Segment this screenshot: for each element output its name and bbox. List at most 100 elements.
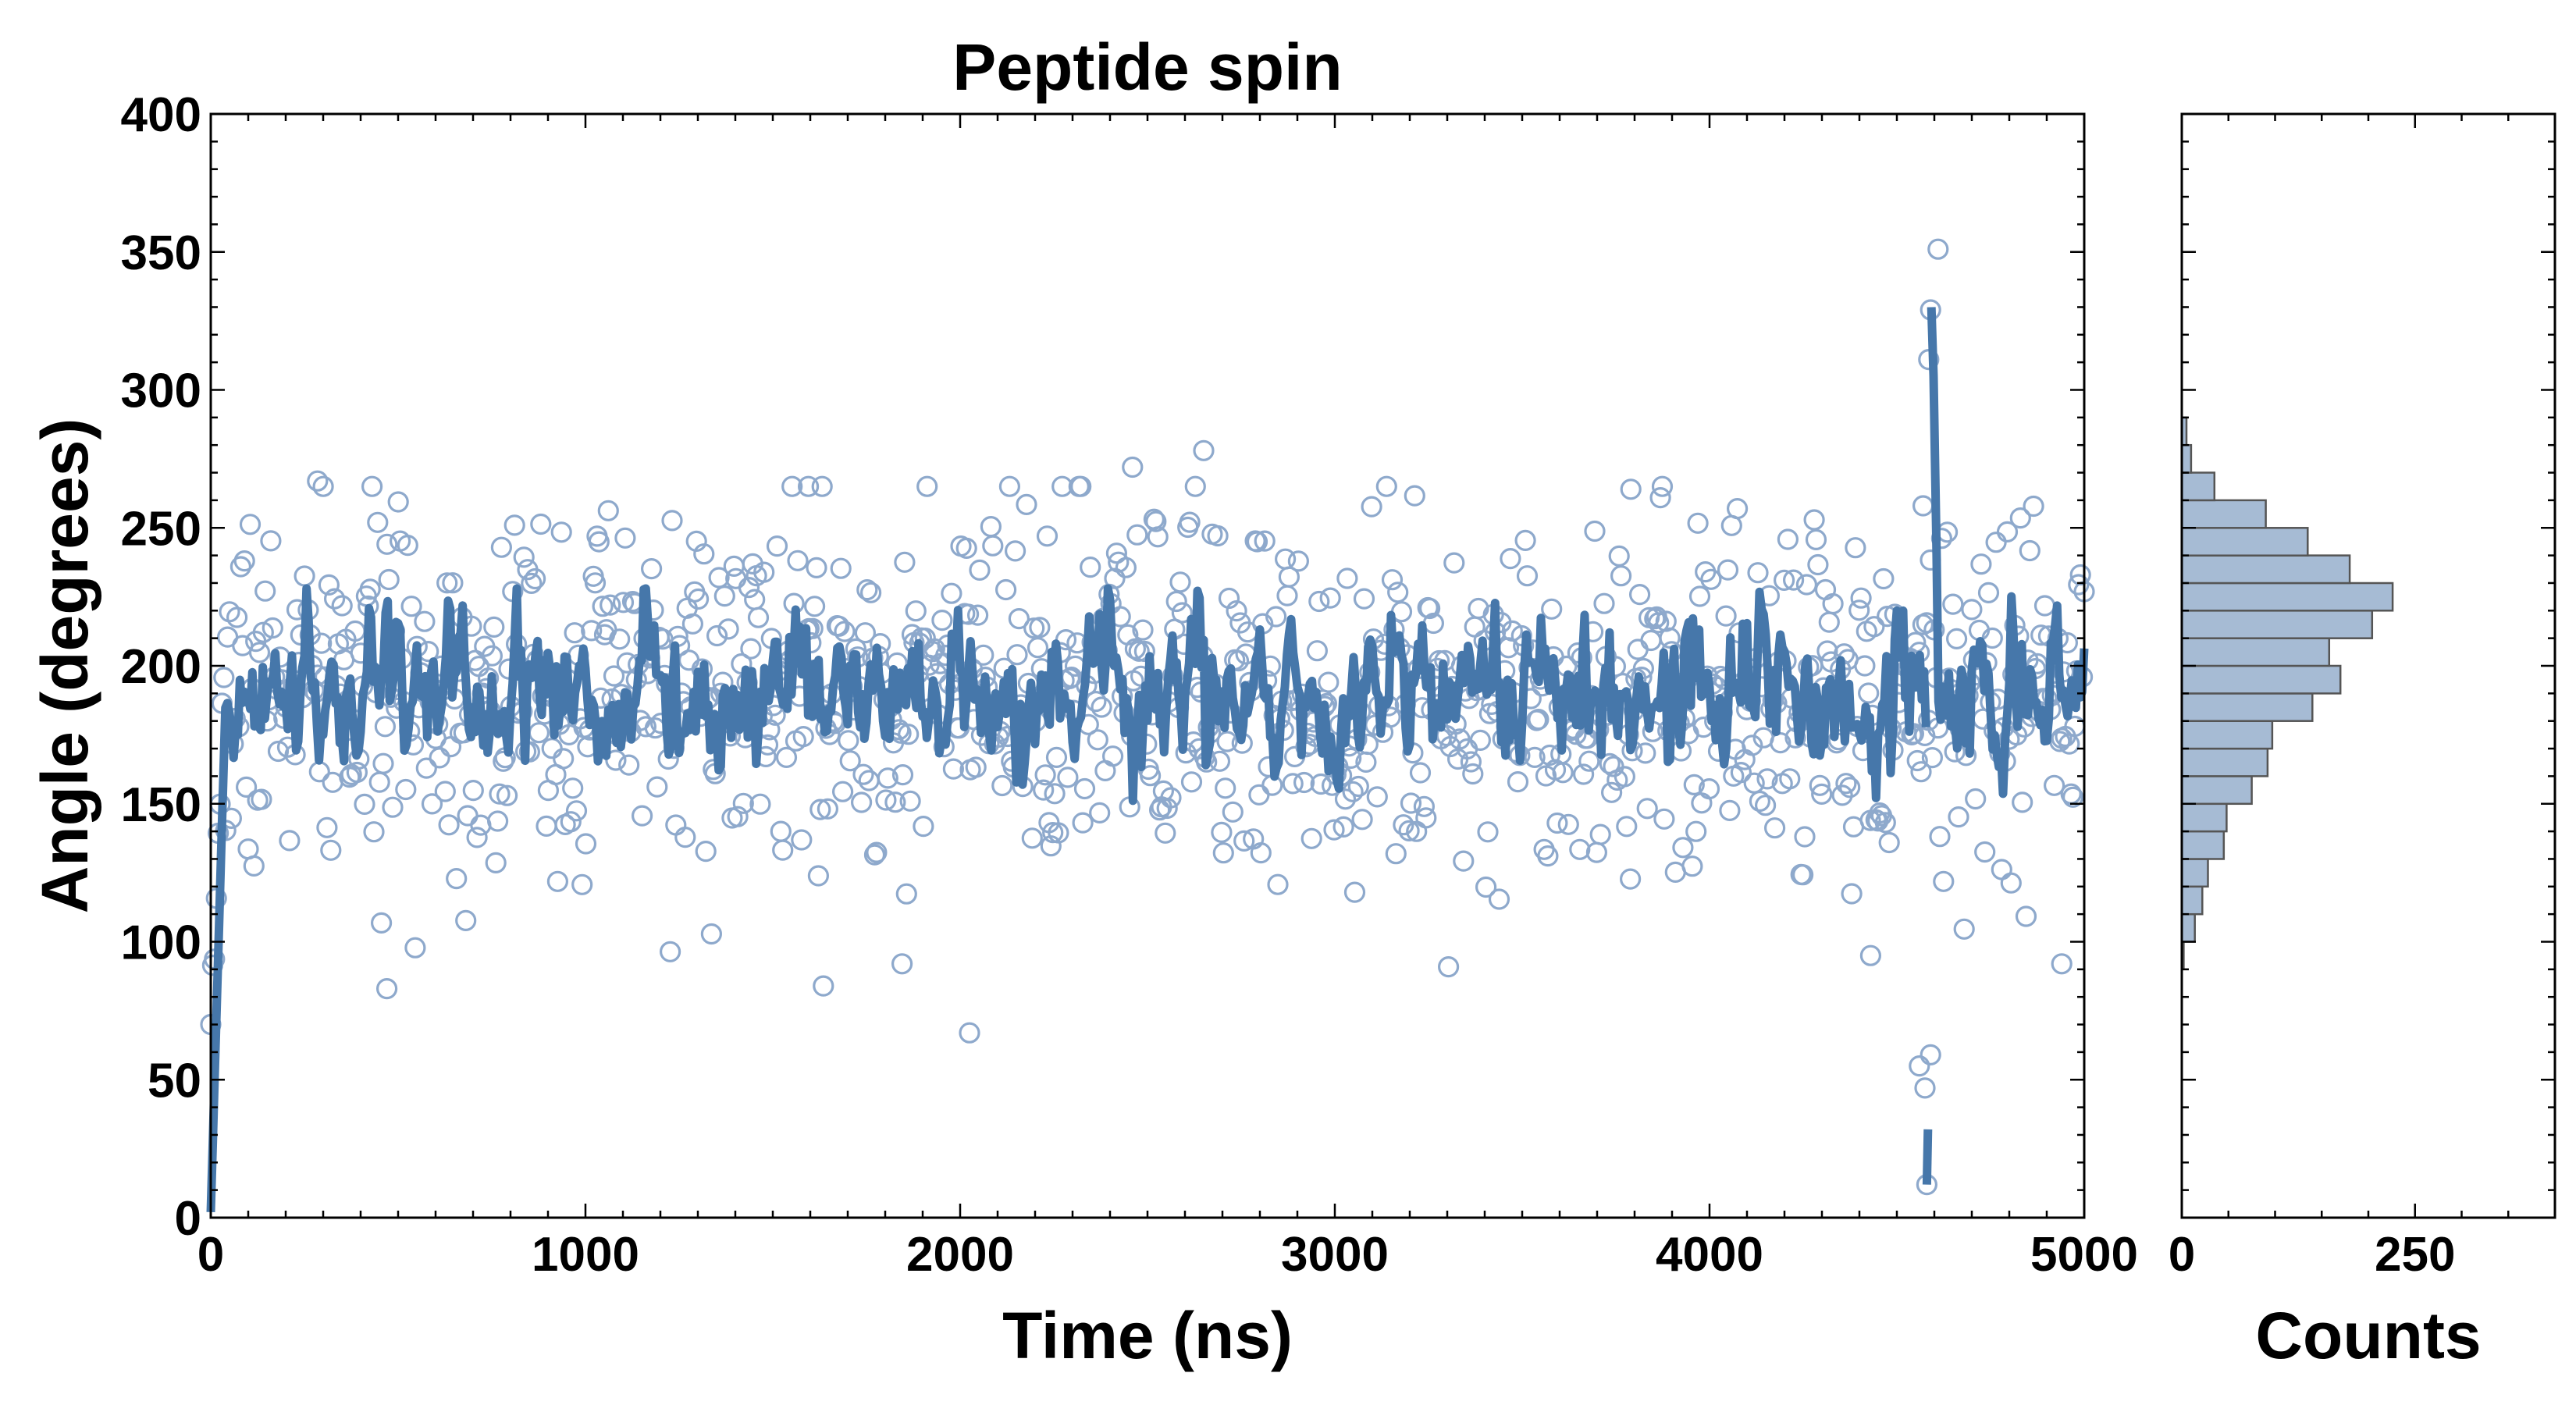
scatter-point [1300,827,1322,849]
scatter-point [681,613,704,635]
scatter-point [1124,638,1147,660]
histogram-bar [2180,830,2226,860]
scatter-point [1749,790,1770,813]
scatter-point [1282,773,1304,795]
scatter-point [1649,486,1671,509]
scatter-point [1212,842,1234,864]
scatter-point [1387,582,1409,603]
y-tick-label: 50 [148,1054,201,1108]
scatter-point [466,827,488,848]
scatter-point [1128,640,1150,662]
scatter-point [1552,762,1574,784]
scatter-point [1250,841,1272,864]
scatter-point [1584,520,1606,542]
scatter-point [553,748,575,770]
histogram-bar [2180,885,2204,916]
scatter-point [1659,627,1681,649]
scatter-point [2012,791,2033,813]
scatter-point [1133,640,1156,663]
scatter-point [486,810,509,832]
scatter-point [324,588,346,610]
scatter-point [1557,813,1579,835]
scatter-point [659,941,681,962]
scatter-point [809,799,831,820]
scatter-point [1207,525,1229,547]
scatter-point [1910,761,1932,783]
scatter-point [434,781,456,802]
scatter-point [1514,529,1536,552]
scatter-point [1859,944,1881,966]
scatter-point [1500,547,1521,570]
scatter-point [1783,569,1805,591]
scatter-point [1620,868,1642,890]
histogram-bar [2180,610,2374,639]
scatter-point [363,821,385,843]
scatter-point [1045,746,1068,769]
x-tick-label: 0 [197,1228,224,1282]
scatter-point [668,635,691,656]
scatter-point [1278,566,1300,588]
scatter-point [1418,597,1441,620]
main-plot: 0 1000 2000 3000 4000 5000 0 50 100 150 200 250 300 3… [28,30,2138,1372]
scatter-point [318,574,340,596]
scatter-point [665,814,687,836]
scatter-point [1036,525,1059,547]
scatter-point [1845,537,1866,559]
scatter-point [2051,953,2073,975]
scatter-point [294,565,315,587]
scatter-point [581,620,603,642]
scatter-point [1809,774,1831,796]
scatter-point [982,535,1004,557]
scatter-point [546,870,569,892]
scatter-point [1034,764,1056,786]
scatter-point [1226,599,1247,622]
scatter-point [1105,542,1128,564]
scatter-point [1816,640,1838,662]
scatter-point [312,475,334,497]
scatter-point [1385,843,1407,865]
histogram-bar [2180,775,2253,806]
histogram-bar [2180,637,2331,667]
scatter-point [1822,592,1844,615]
scatter-point [955,537,977,560]
scatter-point [1310,773,1332,795]
scatter-point [1306,640,1329,662]
scatter-point [792,725,814,748]
scatter-point [1155,822,1176,844]
scatter-point [213,667,235,688]
scatter-point [1794,826,1816,848]
scatter-point [635,716,657,738]
scatter-point [1415,807,1437,829]
scatter-point [415,757,437,779]
scatter-point [2019,539,2041,562]
scatter-point [226,606,248,628]
scatter-point [674,826,696,848]
scatter-point [661,510,683,532]
scatter-point [1961,599,1983,621]
hist-x-tick-label: 0 [2169,1228,2195,1282]
scatter-point [1147,526,1169,548]
histogram-bar [2180,471,2216,502]
histogram-bar [2180,554,2351,585]
scatter-point [1475,876,1497,898]
scatter-point [1681,855,1703,877]
scatter-point [713,585,735,607]
x-tick-label: 4000 [1656,1228,1763,1282]
scatter-point [678,649,700,671]
scatter-point [1805,528,1827,551]
scatter-point [236,776,258,799]
scatter-point [438,814,460,836]
scatter-point [1169,571,1191,593]
scatter-point [1227,649,1250,672]
scatter-point [994,578,1017,601]
scatter-point [1276,585,1298,606]
scatter-point [973,644,994,666]
scatter-point [1873,567,1895,590]
scatter-point [614,527,636,549]
scatter-point [817,798,839,820]
scatter-point [727,806,749,827]
scatter-point [1601,781,1623,803]
scatter-point [1863,616,1885,638]
scatter-point [521,572,543,595]
scatter-point [1042,821,1064,844]
